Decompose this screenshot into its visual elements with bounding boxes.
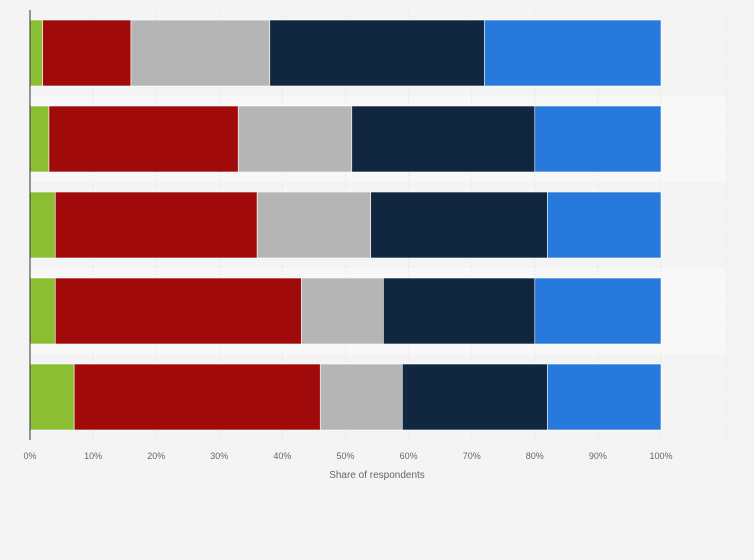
x-tick-label: 20%: [147, 451, 165, 461]
x-tick-label: 50%: [336, 451, 354, 461]
bar-segment[interactable]: [351, 105, 536, 173]
bar-segment[interactable]: [319, 363, 403, 431]
x-tick-label: 100%: [649, 451, 672, 461]
bar-segment[interactable]: [29, 19, 43, 87]
x-tick-label: 40%: [273, 451, 291, 461]
bar-segment[interactable]: [401, 363, 548, 431]
bar-segment[interactable]: [130, 19, 271, 87]
bar-segment[interactable]: [383, 277, 536, 345]
bar-segment[interactable]: [370, 191, 548, 259]
bar-segment[interactable]: [269, 19, 485, 87]
bar-segment[interactable]: [48, 105, 239, 173]
bar-segment[interactable]: [54, 191, 258, 259]
bar-segment[interactable]: [29, 191, 56, 259]
bar-segment[interactable]: [256, 191, 372, 259]
bar-segment[interactable]: [534, 105, 662, 173]
bar-segment[interactable]: [237, 105, 353, 173]
bar-segment[interactable]: [42, 19, 132, 87]
bar-segment[interactable]: [29, 277, 56, 345]
bar-segment[interactable]: [484, 19, 662, 87]
bar-segment[interactable]: [301, 277, 384, 345]
bar-segment[interactable]: [29, 363, 75, 431]
bar-segment[interactable]: [54, 277, 302, 345]
bar-segment[interactable]: [547, 363, 662, 431]
bar-segment[interactable]: [29, 105, 50, 173]
x-tick-label: 60%: [400, 451, 418, 461]
bar-segment[interactable]: [547, 191, 662, 259]
bar-segment[interactable]: [534, 277, 662, 345]
x-tick-label: 80%: [526, 451, 544, 461]
x-tick-label: 10%: [84, 451, 102, 461]
x-tick-label: 70%: [463, 451, 481, 461]
x-axis-title: Share of respondents: [329, 470, 425, 481]
x-tick-label: 0%: [23, 451, 36, 461]
x-tick-label: 30%: [210, 451, 228, 461]
x-tick-label: 90%: [589, 451, 607, 461]
bar-segment[interactable]: [73, 363, 321, 431]
